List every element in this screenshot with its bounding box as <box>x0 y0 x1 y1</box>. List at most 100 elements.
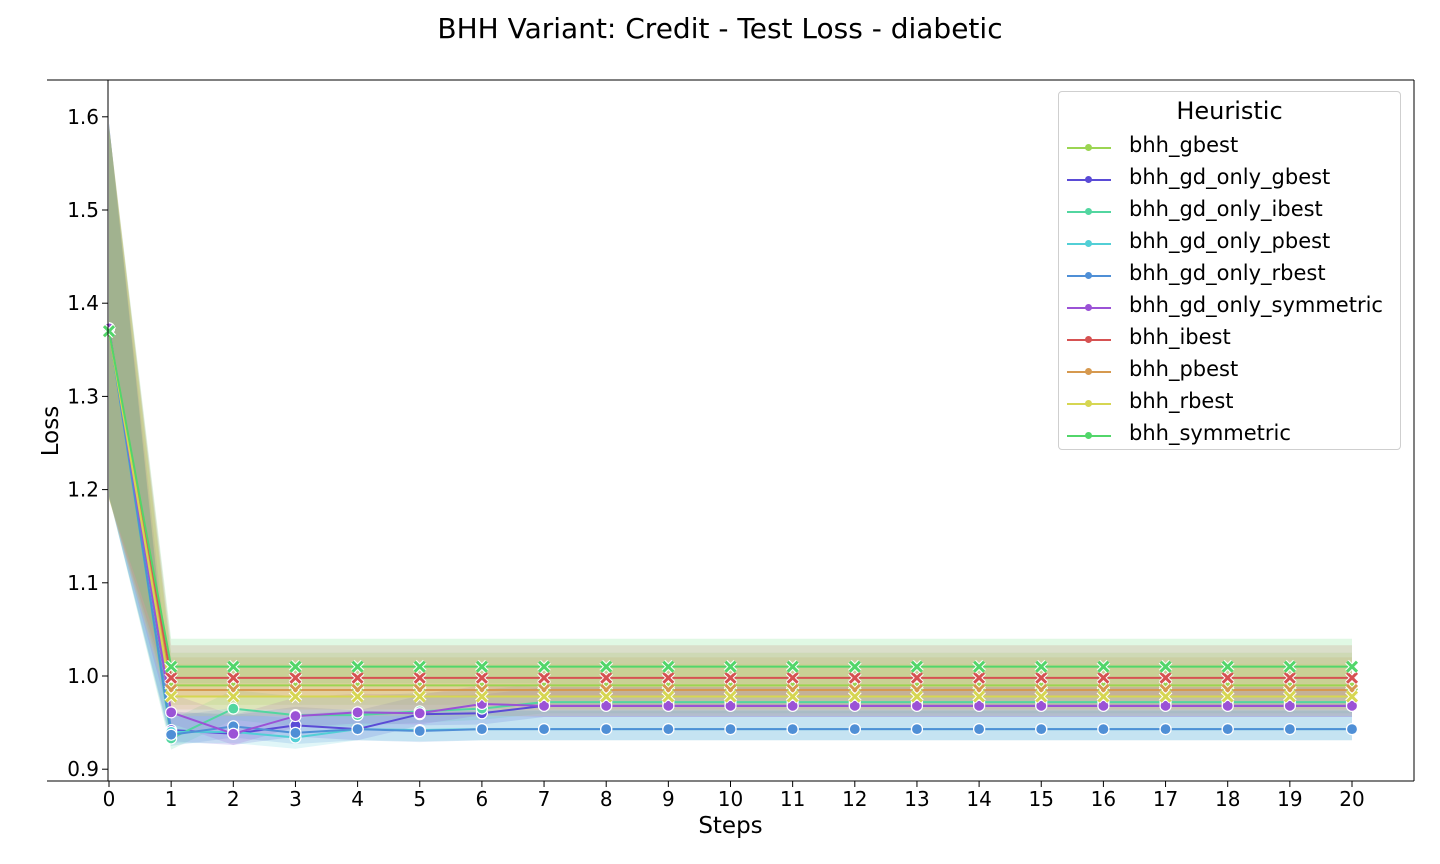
legend-swatch-icon <box>1067 208 1111 215</box>
legend-title: Heuristic <box>1176 97 1283 125</box>
legend-label: bhh_gd_only_gbest <box>1129 165 1331 189</box>
point-bhh_gd_only_rbest-14 <box>972 723 986 736</box>
x-axis-label: Steps <box>698 813 762 839</box>
legend-item-bhh_ibest: bhh_ibest <box>1059 323 1400 355</box>
point-bhh_rbest-18 <box>1220 689 1235 704</box>
point-bhh_rbest-2 <box>226 689 241 704</box>
point-bhh_rbest-8 <box>599 689 613 704</box>
point-bhh_ibest-3 <box>288 671 303 685</box>
point-bhh_gd_only_rbest-8 <box>600 723 613 736</box>
point-bhh_rbest-3 <box>288 689 303 704</box>
point-bhh_gd_only_symmetric-18 <box>1221 699 1234 712</box>
point-bhh_symmetric-20 <box>1345 659 1359 674</box>
point-bhh_rbest-16 <box>1096 689 1111 704</box>
legend-label: bhh_rbest <box>1129 389 1234 413</box>
axes: 0 1 2 3 4 5 6 7 8 9 10 11 12 13 14 15 16 17 18 19 200.91.01.… <box>38 79 1415 839</box>
point-bhh_gd_only_symmetric-1 <box>165 706 178 719</box>
point-bhh_symmetric-8 <box>599 659 613 674</box>
point-bhh_rbest-19 <box>1283 689 1297 704</box>
legend-label: bhh_symmetric <box>1129 421 1291 445</box>
legend-label: bhh_pbest <box>1129 357 1239 381</box>
legend-item-bhh_rbest: bhh_rbest <box>1059 387 1400 419</box>
point-bhh_gd_only_rbest-13 <box>910 723 924 736</box>
point-bhh_rbest-1 <box>164 689 178 704</box>
legend-label: bhh_gd_only_pbest <box>1129 229 1331 253</box>
legend-item-bhh_gd_only_gbest: bhh_gd_only_gbest <box>1059 163 1400 195</box>
y-tick-label-1.3: 1.3 <box>67 384 99 408</box>
point-bhh_symmetric-9 <box>661 659 676 674</box>
y-axis-label: Loss <box>38 406 64 456</box>
y-tick-label-1.5: 1.5 <box>67 198 99 222</box>
x-tick-label-12: 12 <box>842 787 867 811</box>
point-bhh_rbest-9 <box>661 689 676 704</box>
point-bhh_symmetric-19 <box>1283 659 1297 674</box>
point-bhh_symmetric-4 <box>350 659 365 674</box>
point-bhh_gd_only_rbest-12 <box>848 723 861 736</box>
x-tick-label-14: 14 <box>966 787 991 811</box>
point-bhh_gd_only_symmetric-7 <box>537 699 551 712</box>
legend-item-bhh_symmetric: bhh_symmetric <box>1059 419 1400 451</box>
x-tick-label-17: 17 <box>1153 787 1178 811</box>
point-bhh_ibest-10 <box>723 671 738 685</box>
point-bhh_gd_only_rbest-3 <box>289 726 302 739</box>
point-bhh_symmetric-6 <box>475 659 489 674</box>
y-tick-label-1.2: 1.2 <box>67 478 99 502</box>
point-bhh_ibest-5 <box>412 671 427 685</box>
legend-swatch-icon <box>1067 336 1111 343</box>
point-bhh_gd_only_rbest-16 <box>1097 723 1110 736</box>
x-tick-label-5: 5 <box>413 787 426 811</box>
point-bhh_ibest-12 <box>848 671 862 685</box>
legend-swatch-icon <box>1067 368 1111 375</box>
point-bhh_ibest-14 <box>972 671 986 685</box>
point-bhh_gd_only_symmetric-13 <box>910 699 924 712</box>
point-bhh_gd_only_rbest-15 <box>1035 723 1048 736</box>
y-tick-label-1.4: 1.4 <box>67 291 99 315</box>
point-bhh_rbest-6 <box>475 689 489 704</box>
point-bhh_gd_only_symmetric-4 <box>351 706 364 719</box>
point-bhh_gd_only_rbest-9 <box>662 723 675 736</box>
x-tick-label-1: 1 <box>165 787 178 811</box>
series-markers <box>102 322 1359 745</box>
y-tick-label-1.1: 1.1 <box>67 571 99 595</box>
point-bhh_ibest-18 <box>1220 671 1235 685</box>
x-tick-label-3: 3 <box>289 787 302 811</box>
point-bhh_gd_only_symmetric-14 <box>972 699 986 712</box>
point-bhh_ibest-16 <box>1096 671 1111 685</box>
point-bhh_symmetric-18 <box>1220 659 1235 674</box>
x-tick-label-16: 16 <box>1091 787 1116 811</box>
point-bhh_symmetric-13 <box>910 659 924 674</box>
point-bhh_symmetric-3 <box>288 659 303 674</box>
point-bhh_ibest-13 <box>910 671 924 685</box>
x-tick-label-4: 4 <box>351 787 364 811</box>
point-bhh_rbest-15 <box>1034 689 1049 704</box>
point-bhh_gd_only_symmetric-17 <box>1159 699 1172 712</box>
point-bhh_rbest-13 <box>910 689 924 704</box>
point-bhh_symmetric-16 <box>1096 659 1111 674</box>
legend-label: bhh_gd_only_rbest <box>1129 261 1326 285</box>
point-bhh_symmetric-14 <box>972 659 986 674</box>
legend-item-bhh_gbest: bhh_gbest <box>1059 131 1400 163</box>
point-bhh_gd_only_symmetric-5 <box>413 707 426 720</box>
point-bhh_gd_only_rbest-1 <box>165 728 178 741</box>
point-bhh_gd_only_symmetric-12 <box>848 699 861 712</box>
point-bhh_ibest-4 <box>350 671 365 685</box>
legend-swatch-icon <box>1067 272 1111 279</box>
point-bhh_gd_only_rbest-19 <box>1283 723 1296 736</box>
x-tick-label-15: 15 <box>1029 787 1054 811</box>
x-tick-label-11: 11 <box>780 787 805 811</box>
legend-item-bhh_gd_only_rbest: bhh_gd_only_rbest <box>1059 259 1400 291</box>
point-bhh_ibest-1 <box>164 671 178 685</box>
point-bhh_symmetric-12 <box>848 659 862 674</box>
legend-item-bhh_gd_only_ibest: bhh_gd_only_ibest <box>1059 195 1400 227</box>
point-bhh_rbest-10 <box>723 689 738 704</box>
point-bhh_ibest-9 <box>661 671 676 685</box>
point-bhh_symmetric-11 <box>785 659 800 674</box>
x-tick-label-9: 9 <box>662 787 675 811</box>
point-bhh_gd_only_rbest-18 <box>1221 723 1234 736</box>
legend-swatch-icon <box>1067 304 1111 311</box>
legend-label: bhh_ibest <box>1129 325 1231 349</box>
legend-swatch-icon <box>1067 432 1111 439</box>
point-bhh_gd_only_symmetric-8 <box>600 699 613 712</box>
legend-swatch-icon <box>1067 240 1111 247</box>
y-tick-label-0.9: 0.9 <box>67 757 99 781</box>
